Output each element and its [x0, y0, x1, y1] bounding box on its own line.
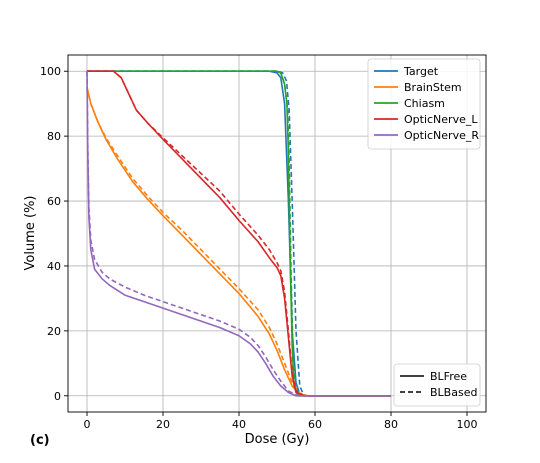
x-tick-label: 20: [156, 418, 170, 431]
structure-legend-box: [367, 58, 481, 150]
structure-legend: Target BrainStem Chiasm OpticNerve_L OpticNe…: [367, 58, 481, 150]
legend-label-chiasm: Chiasm: [404, 97, 445, 110]
y-tick-label: 0: [54, 390, 61, 403]
x-axis-label: Dose (Gy): [245, 432, 310, 447]
legend-label-target: Target: [403, 65, 439, 78]
legend-label-opticnerve-l: OpticNerve_L: [404, 113, 478, 126]
x-tick-label: 0: [84, 418, 91, 431]
chiasm-blbased-line: [87, 70, 391, 397]
dvh-curves: [86, 70, 391, 397]
y-axis-label: Volume (%): [23, 196, 38, 271]
brainstem-blfree-line: [86, 87, 391, 397]
legend-label-blfree: BLFree: [430, 370, 467, 383]
x-tick-label: 100: [457, 418, 478, 431]
opticnerve-r-blfree-line: [86, 71, 391, 397]
x-tick-label: 60: [308, 418, 322, 431]
opticnerve-l-blbased-line: [87, 70, 391, 397]
style-legend-box: [393, 363, 481, 407]
x-tick-label: 40: [232, 418, 246, 431]
y-tick-label: 60: [47, 195, 61, 208]
y-tick-label: 40: [47, 260, 61, 273]
panel-label: (c): [30, 433, 50, 448]
x-tick-label: 80: [384, 418, 398, 431]
style-legend: BLFree BLBased: [393, 363, 481, 407]
brainstem-blbased-line: [86, 87, 391, 397]
legend-label-blbased: BLBased: [430, 386, 477, 399]
legend-label-opticnerve-r: OpticNerve_R: [404, 129, 479, 142]
y-tick-label: 100: [40, 65, 61, 78]
y-tick-label: 20: [47, 325, 61, 338]
legend-label-brainstem: BrainStem: [404, 81, 462, 94]
opticnerve-r-blbased-line: [86, 71, 391, 397]
plot-frame: [67, 54, 487, 413]
y-tick-label: 80: [47, 130, 61, 143]
axis-ticks: 0 20 40 60 80 100 0 20 40 60 80 100: [40, 65, 478, 431]
